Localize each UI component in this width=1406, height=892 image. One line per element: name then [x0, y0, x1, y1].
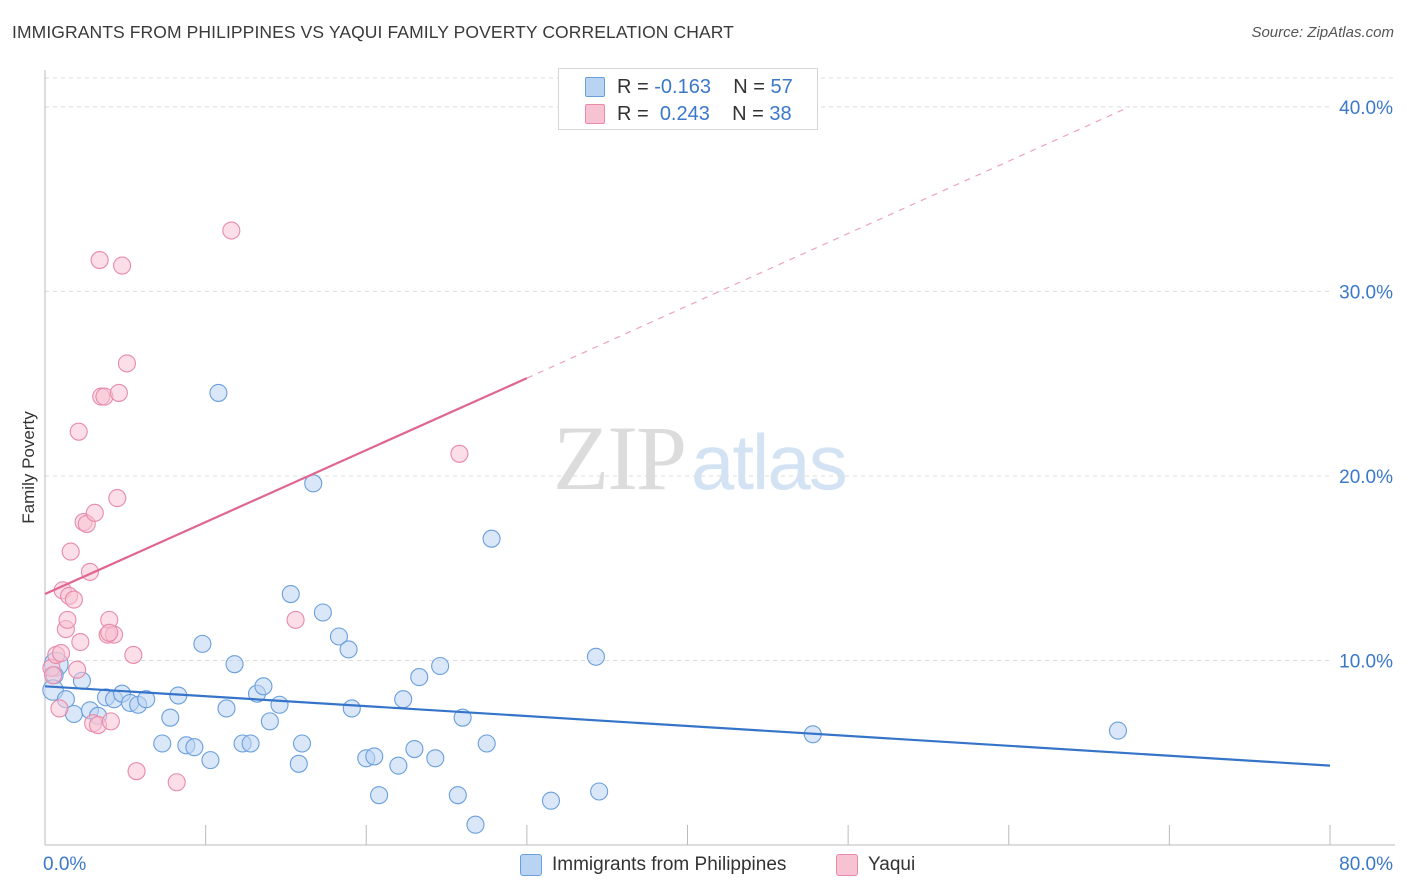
- legend-swatch-philippines: [585, 77, 605, 97]
- legend-n-label: N =: [733, 76, 765, 98]
- philippines-point-35: [329, 627, 348, 646]
- y-tick-label-2: 30.0%: [1339, 282, 1393, 303]
- yaqui-point-27: [101, 712, 120, 731]
- legend-label-yaqui: Yaqui: [868, 854, 916, 875]
- legend-r-label: R =: [617, 103, 649, 125]
- yaqui-point-37: [450, 444, 469, 463]
- philippines-point-32: [292, 734, 312, 753]
- legend-n-value: 38: [769, 103, 792, 125]
- philippines-point-56: [1108, 721, 1128, 740]
- y-tick-label-3: 40.0%: [1339, 98, 1393, 119]
- philippines-point-34: [313, 603, 332, 622]
- philippines-point-41: [389, 756, 408, 775]
- correlation-legend: R = -0.163 N = 57 R = 0.243 N = 38: [558, 68, 818, 130]
- legend-swatch-philippines: [520, 854, 542, 876]
- philippines-point-15: [161, 708, 180, 727]
- yaqui-point-18: [85, 503, 104, 522]
- philippines-point-27: [254, 677, 273, 696]
- legend-r-value: -0.163: [654, 76, 711, 98]
- legend-label-philippines: Immigrants from Philippines: [552, 854, 787, 875]
- philippines-point-18: [185, 738, 204, 757]
- philippines-point-47: [448, 786, 467, 805]
- yaqui-point-3: [50, 699, 69, 718]
- yaqui-point-36: [286, 610, 305, 629]
- philippines-point-37: [342, 699, 361, 718]
- philippines-point-50: [477, 734, 496, 753]
- philippines-point-22: [217, 699, 236, 718]
- philippines-point-39: [365, 747, 384, 766]
- chart-title: IMMIGRANTS FROM PHILIPPINES VS YAQUI FAM…: [12, 22, 734, 42]
- philippines-point-23: [225, 655, 244, 674]
- yaqui-trend-extension: [526, 106, 1130, 379]
- legend-n-label: N =: [732, 103, 764, 125]
- legend-swatch-yaqui: [836, 854, 858, 876]
- yaqui-point-9: [61, 542, 80, 561]
- yaqui-point-1: [43, 666, 63, 685]
- x-tick-label-0: 0.0%: [43, 854, 86, 875]
- philippines-point-43: [405, 739, 424, 759]
- y-axis-label: Family Poverty: [19, 411, 38, 524]
- legend-r-label: R =: [617, 76, 649, 98]
- watermark: ZIPatlas: [553, 405, 848, 511]
- legend-n-value: 57: [770, 76, 793, 98]
- yaqui-point-28: [108, 489, 127, 508]
- y-tick-label-0: 10.0%: [1339, 651, 1393, 672]
- yaqui-point-13: [71, 632, 90, 652]
- legend-swatch-yaqui: [585, 104, 605, 124]
- philippines-point-53: [586, 647, 605, 666]
- yaqui-point-4: [52, 644, 71, 663]
- yaqui-trend-line: [44, 377, 528, 596]
- y-tick-label-1: 20.0%: [1339, 467, 1393, 488]
- philippines-point-54: [590, 782, 609, 801]
- philippines-point-29: [270, 695, 289, 714]
- philippines-point-21: [209, 383, 228, 402]
- philippines-point-20: [201, 751, 220, 770]
- legend-r-value: 0.243: [659, 103, 710, 125]
- x-tick-label-1: 80.0%: [1339, 854, 1393, 875]
- yaqui-point-31: [117, 354, 136, 373]
- philippines-point-52: [541, 791, 561, 810]
- philippines-point-40: [370, 786, 389, 805]
- philippines-point-51: [482, 529, 501, 548]
- philippines-point-36: [339, 640, 358, 659]
- philippines-point-42: [394, 690, 413, 709]
- yaqui-point-12: [69, 422, 88, 441]
- yaqui-point-11: [68, 660, 87, 679]
- philippines-point-31: [289, 754, 308, 773]
- legend-item-yaqui: Yaqui: [836, 851, 915, 879]
- philippines-point-45: [426, 749, 445, 768]
- yaqui-point-26: [100, 623, 119, 642]
- philippines-point-25: [241, 734, 260, 753]
- yaqui-point-20: [90, 251, 109, 270]
- philippines-point-19: [193, 634, 212, 653]
- philippines-point-30: [281, 584, 300, 604]
- philippines-point-13: [137, 690, 156, 709]
- watermark-atlas: atlas: [691, 418, 848, 506]
- yaqui-point-32: [124, 645, 143, 664]
- philippines-point-28: [260, 712, 279, 731]
- source-credit: Source: ZipAtlas.com: [1251, 24, 1394, 41]
- philippines-point-49: [466, 815, 485, 834]
- philippines-point-14: [153, 734, 172, 753]
- yaqui-point-34: [167, 773, 186, 792]
- legend-item-philippines: Immigrants from Philippines: [520, 851, 786, 879]
- series-legend: Immigrants from Philippines Yaqui: [0, 851, 1406, 879]
- yaqui-point-33: [127, 762, 146, 781]
- yaqui-point-10: [64, 590, 83, 609]
- yaqui-point-29: [109, 383, 128, 402]
- yaqui-point-7: [58, 610, 77, 629]
- philippines-point-44: [410, 668, 429, 687]
- yaqui-point-30: [113, 256, 132, 275]
- yaqui-point-35: [222, 221, 241, 240]
- philippines-trend-line: [44, 685, 1331, 767]
- philippines-point-46: [431, 656, 450, 676]
- watermark-zip: ZIP: [553, 407, 687, 509]
